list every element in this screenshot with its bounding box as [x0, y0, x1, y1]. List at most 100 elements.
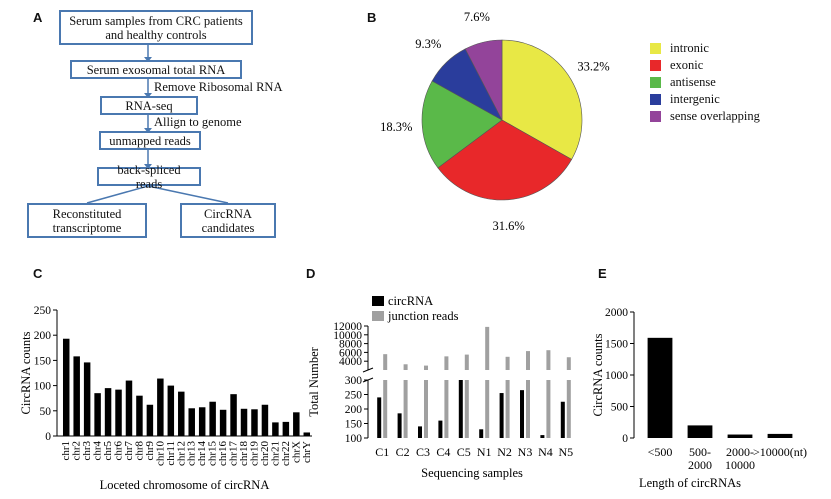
flow-box-back-spliced-reads: back-spliced reads	[97, 163, 201, 191]
legend-item-exonic: exonic	[650, 57, 760, 74]
y-tick-label: 8000	[339, 339, 362, 351]
bar-2	[687, 425, 713, 438]
y-tick-label: 0	[45, 431, 51, 443]
bar-chr6	[115, 389, 122, 436]
x-tick-label: C1	[375, 445, 389, 459]
bar-chr16	[219, 409, 227, 436]
bar-chr3	[83, 362, 91, 436]
y-tick-label: 500	[611, 402, 629, 414]
legend-item-intergenic: intergenic	[650, 91, 760, 108]
y-tick-label: 250	[34, 305, 52, 317]
pie-slice-exonic	[437, 119, 573, 201]
legend-swatch	[650, 77, 661, 88]
x-tick-label: C3	[416, 445, 430, 459]
y-tick-label: 150	[345, 419, 363, 431]
bar-chr22	[282, 421, 290, 436]
pie-slice-label: 31.6%	[493, 219, 525, 233]
bar-junction-lower-N1	[485, 380, 490, 438]
x-tick-label: chr14	[196, 441, 208, 467]
x-tick-label: 2000-	[726, 445, 754, 459]
pie-slice-label: 9.3%	[415, 37, 441, 51]
bar-1	[647, 337, 673, 438]
x-tick-label: chr15	[207, 441, 219, 467]
bar-junction-lower-C2	[403, 380, 408, 438]
panel-label-a: A	[33, 10, 43, 25]
x-tick-label: chrX	[290, 441, 302, 463]
bar-junction-upper-C4	[444, 356, 449, 370]
bar-3	[727, 434, 753, 438]
chromosome-bar-chart: 050100150200250chr1chr2chr3chr4chr5chr6c…	[19, 305, 313, 492]
bar-chrX	[293, 412, 300, 436]
bar-chr7	[125, 380, 133, 436]
x-tick-label: chr12	[175, 441, 187, 466]
x-tick-label: 10000	[725, 458, 755, 472]
x-tick-label: chr6	[113, 441, 125, 461]
bar-circrna-C2	[397, 413, 402, 438]
legend-label-circrna: circRNA	[388, 294, 433, 308]
x-tick-label: N1	[477, 445, 492, 459]
bar-chr12	[178, 391, 185, 436]
bar-chr18	[240, 408, 248, 436]
pie-slice-antisense	[421, 80, 503, 169]
legend-label: antisense	[670, 75, 716, 89]
bar-circrna-C3	[418, 426, 422, 438]
x-tick-label: 500-	[689, 445, 711, 459]
x-tick-label: chr18	[238, 441, 250, 467]
bar-chr21	[272, 422, 279, 436]
x-tick-label: C2	[396, 445, 410, 459]
x-tick-label: chr1	[60, 441, 72, 461]
bar-junction-lower-N4	[546, 380, 551, 438]
bar-circrna-C4	[438, 420, 443, 438]
y-tick-label: 100	[34, 381, 52, 393]
x-tick-label: chr9	[144, 441, 156, 461]
bar-junction-lower-N2	[505, 380, 510, 438]
bar-junction-lower-N3	[526, 380, 530, 438]
y-tick-label: 12000	[333, 321, 362, 333]
pie-slice-label: 33.2%	[577, 60, 609, 74]
x-axis-title: Length of circRNAs	[639, 476, 741, 490]
x-tick-label: N4	[538, 445, 553, 459]
x-axis-title: Sequencing samples	[421, 466, 523, 480]
x-tick-label: chr17	[228, 441, 240, 467]
x-tick-label: chr7	[123, 441, 135, 461]
x-tick-label: 2000	[688, 458, 712, 472]
pie-slice-intronic	[501, 39, 583, 160]
x-tick-label: <500	[648, 445, 673, 459]
bar-chr17	[230, 394, 237, 436]
x-tick-label: chr13	[186, 441, 198, 467]
y-axis-title: CircRNA counts	[591, 333, 605, 416]
y-tick-label: 0	[622, 433, 628, 445]
x-tick-label: chr16	[217, 441, 229, 467]
bar-circrna-C1	[377, 397, 382, 438]
x-tick-label: chr10	[154, 441, 166, 467]
bar-chr10	[157, 378, 164, 436]
flow-box-reconstituted-transcriptome: Reconstituted transcriptome	[27, 203, 147, 238]
bar-chr5	[104, 388, 112, 436]
bar-junction-upper-N2	[505, 356, 510, 370]
pie-slice-sense-overlapping	[464, 39, 503, 121]
pie-slice-label: 18.3%	[380, 120, 412, 134]
x-tick-label: chr19	[248, 441, 260, 467]
y-tick-label: 1000	[605, 370, 628, 382]
bar-chr2	[73, 356, 80, 436]
legend-label: intronic	[670, 41, 709, 55]
y-tick-label: 2000	[605, 307, 628, 319]
x-tick-label: chr20	[259, 441, 271, 467]
flow-box-exosomal-rna: Serum exosomal total RNA	[70, 60, 242, 79]
flow-box-circrna-candidates: CircRNA candidates	[180, 203, 276, 238]
legend-swatch	[650, 60, 661, 71]
bar-junction-lower-N5	[566, 380, 571, 438]
bar-junction-upper-N1	[485, 326, 490, 370]
bar-chr8	[136, 395, 143, 436]
flow-box-serum-samples: Serum samples from CRC patients and heal…	[59, 10, 253, 45]
bar-junction-lower-C5	[464, 380, 469, 438]
x-axis-title: Loceted chromosome of circRNA	[100, 478, 270, 492]
x-tick-label: N3	[518, 445, 533, 459]
y-tick-label: 10000	[333, 330, 362, 342]
y-tick-label: 50	[40, 406, 52, 418]
legend-swatch-circrna	[372, 296, 384, 306]
bar-junction-lower-C3	[424, 380, 428, 438]
y-tick-label: 200	[345, 404, 363, 416]
